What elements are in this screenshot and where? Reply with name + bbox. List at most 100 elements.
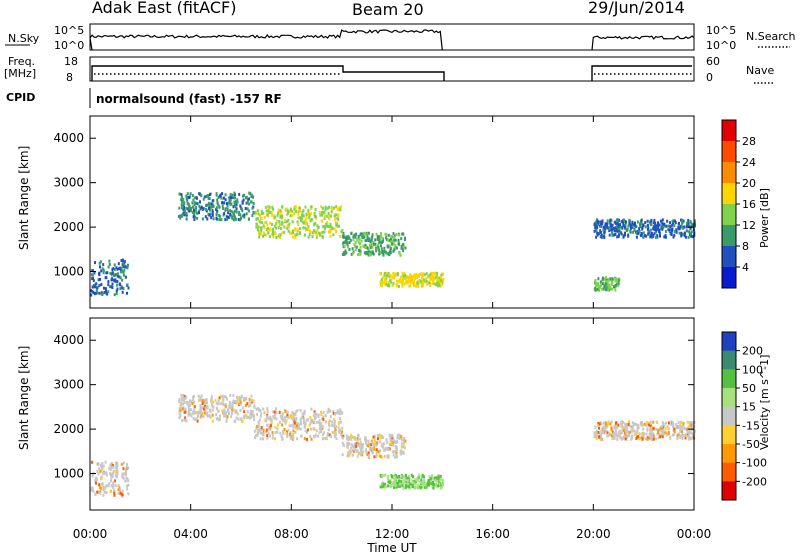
colorbar-swatch: [722, 462, 736, 482]
scatter-cell: [329, 230, 332, 234]
scatter-cell: [412, 481, 415, 485]
scatter-cell: [608, 233, 611, 237]
scatter-cell: [127, 479, 130, 483]
scatter-cell: [440, 280, 443, 284]
scatter-cell: [100, 283, 103, 286]
scatter-cell: [192, 400, 195, 404]
scatter-cell: [310, 407, 313, 411]
scatter-cell: [215, 413, 218, 417]
y-tick-label: 4000: [53, 131, 84, 145]
scatter-cell: [395, 246, 398, 250]
scatter-cell: [223, 201, 226, 205]
scatter-cell: [196, 414, 199, 418]
scatter-cell: [371, 451, 374, 455]
scatter-cell: [345, 434, 348, 438]
y-tick-label: 3000: [53, 378, 84, 392]
scatter-cell: [379, 280, 382, 284]
scatter-cell: [693, 429, 696, 433]
scatter-cell: [243, 193, 246, 197]
scatter-cell: [102, 485, 105, 489]
scatter-cell: [199, 416, 202, 419]
scatter-cell: [599, 437, 602, 441]
scatter-cell: [674, 221, 677, 225]
colorbar-tick-label: 200: [742, 345, 763, 358]
scatter-cell: [351, 247, 354, 251]
scatter-cell: [225, 202, 228, 206]
scatter-cell: [113, 293, 116, 297]
scatter-cell: [306, 437, 308, 441]
scatter-cell: [319, 213, 322, 217]
scatter-cell: [187, 401, 190, 405]
scatter-cell: [316, 233, 318, 237]
scatter-cell: [326, 206, 329, 210]
scatter-cell: [304, 233, 306, 237]
scatter-cell: [419, 480, 422, 484]
scatter-cell: [294, 413, 297, 416]
scatter-cell: [599, 224, 602, 228]
scatter-cell: [412, 275, 415, 279]
scatter-cell: [407, 279, 410, 283]
scatter-cell: [268, 228, 271, 232]
scatter-cell: [401, 438, 403, 442]
scatter-cell: [96, 477, 98, 481]
scatter-cell: [389, 247, 392, 250]
scatter-cell: [121, 474, 124, 478]
scatter-cell: [255, 211, 258, 215]
scatter-cell: [274, 431, 277, 435]
scatter-cell: [380, 240, 383, 244]
scatter-cell: [207, 206, 210, 210]
scatter-cell: [226, 217, 229, 221]
scatter-cell: [272, 415, 275, 419]
nsky-trace-late: [591, 35, 695, 51]
scatter-cell: [375, 448, 378, 452]
scatter-cell: [271, 214, 274, 217]
scatter-cell: [203, 411, 206, 415]
scatter-cell: [271, 431, 274, 434]
scatter-cell: [622, 425, 625, 429]
scatter-cell: [676, 435, 679, 439]
scatter-cell: [654, 222, 657, 225]
scatter-cell: [193, 203, 196, 206]
scatter-cell: [382, 484, 385, 488]
freq-panel-frame: [89, 56, 695, 82]
scatter-cell: [284, 415, 287, 419]
scatter-cell: [266, 416, 269, 419]
scatter-cell: [393, 486, 396, 489]
scatter-cell: [259, 232, 262, 236]
scatter-cell: [607, 279, 610, 283]
scatter-cell: [677, 426, 680, 430]
scatter-cell: [358, 237, 361, 241]
scatter-cell: [230, 415, 233, 418]
scatter-cell: [683, 232, 686, 236]
scatter-cell: [198, 398, 200, 402]
scatter-cell: [600, 435, 603, 439]
scatter-cell: [370, 238, 373, 242]
scatter-cell: [249, 416, 252, 420]
scatter-cell: [648, 423, 651, 427]
scatter-cell: [399, 484, 402, 488]
scatter-cell: [689, 233, 692, 236]
scatter-cell: [206, 217, 209, 221]
scatter-cell: [101, 464, 103, 468]
scatter-cell: [237, 218, 240, 221]
scatter-cell: [437, 276, 439, 280]
scatter-cell: [392, 232, 395, 236]
colorbar-tick-label: -200: [742, 475, 767, 488]
scatter-cell: [242, 198, 245, 202]
scatter-cell: [407, 485, 410, 489]
scatter-cell: [301, 220, 304, 224]
scatter-cell: [247, 404, 250, 408]
scatter-cell: [305, 212, 308, 216]
scatter-cell: [368, 253, 371, 257]
scatter-cell: [199, 404, 202, 408]
scatter-cell: [116, 461, 119, 465]
scatter-cell: [404, 273, 407, 277]
scatter-cell: [310, 212, 312, 216]
scatter-cell: [605, 278, 608, 282]
scatter-cell: [271, 436, 274, 440]
scatter-cell: [628, 434, 631, 437]
colorbar-swatch: [722, 204, 736, 226]
scatter-cell: [609, 422, 612, 426]
scatter-cell: [266, 413, 269, 417]
scatter-cell: [95, 282, 98, 286]
